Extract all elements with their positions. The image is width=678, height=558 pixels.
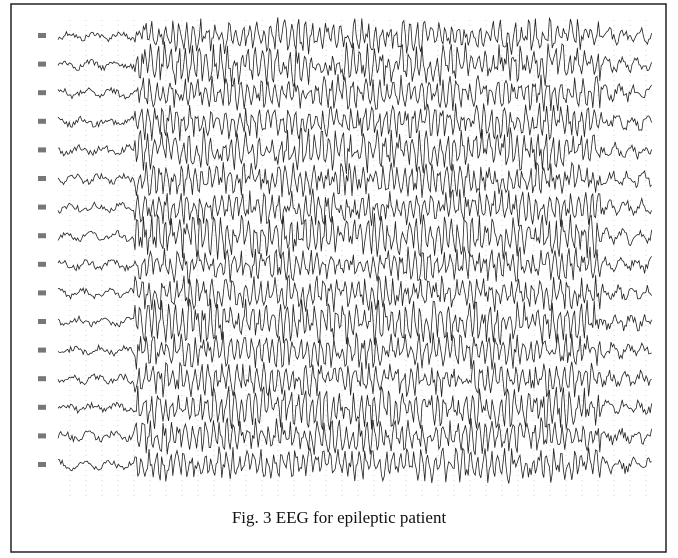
channel-label [38, 62, 46, 67]
figure-frame [11, 4, 666, 552]
figure: Fig. 3 EEG for epileptic patient [0, 0, 678, 558]
channel-label [38, 405, 46, 410]
page: Fig. 3 EEG for epileptic patient (() => … [0, 0, 678, 558]
channel-label [38, 262, 46, 267]
channel-label [38, 319, 46, 324]
channel-label [38, 176, 46, 181]
figure-caption: Fig. 3 EEG for epileptic patient [232, 508, 447, 527]
channel-label [38, 376, 46, 381]
channel-label [38, 348, 46, 353]
channel-label [38, 462, 46, 467]
channel-label [38, 33, 46, 38]
channel-label [38, 233, 46, 238]
channel-label [38, 290, 46, 295]
channel-label [38, 147, 46, 152]
channel-label [38, 90, 46, 95]
channel-label [38, 205, 46, 210]
channel-label [38, 433, 46, 438]
channel-label [38, 119, 46, 124]
